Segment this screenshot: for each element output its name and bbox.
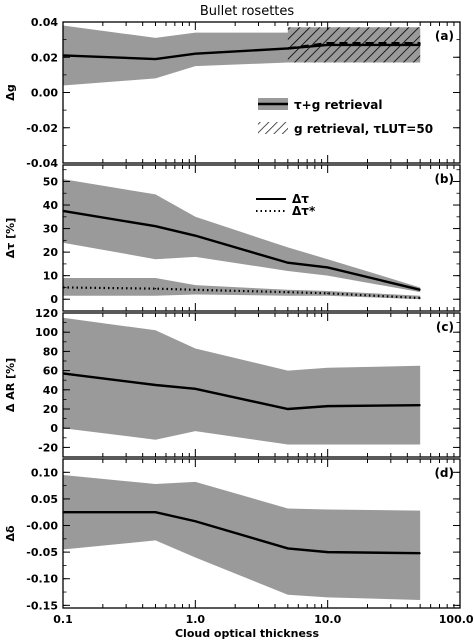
y-tick-label-2-0: 120 — [35, 307, 58, 320]
panel-label-1: (b) — [434, 172, 454, 186]
panel-frame-3 — [62, 458, 461, 609]
series-line-1-0 — [62, 209, 421, 291]
data-point-1-1-1 — [154, 288, 157, 290]
x-tick-label-2: 10.0 — [314, 613, 341, 626]
data-point-0-0-5 — [419, 44, 421, 46]
legend-label-1: g retrieval, τLUT=50 — [294, 122, 433, 136]
y-tick-label-0-2: 0.00 — [31, 87, 58, 100]
data-point-3-0-3 — [287, 547, 289, 550]
series-line-0-0 — [62, 43, 421, 61]
y-tick-label-1-3: 20 — [43, 246, 59, 259]
y-axis-label-3: Δδ — [4, 525, 17, 542]
y-tick-label-3-2: -0.00 — [26, 520, 58, 533]
data-point-0-1-1 — [327, 42, 329, 44]
y-tick-label-2-4: 40 — [43, 384, 59, 397]
y-tick-label-1-0: 50 — [43, 175, 59, 188]
y-tick-label-3-5: -0.15 — [26, 599, 58, 612]
x-tick-label-3: 100.00 — [439, 613, 474, 626]
data-point-3-0-1 — [154, 511, 157, 513]
data-point-1-1-3 — [287, 291, 289, 293]
x-tick-label-0: 0.1 — [53, 613, 73, 626]
data-point-0-1-2 — [419, 42, 421, 44]
panel-frame-1 — [62, 164, 461, 312]
y-tick-label-2-3: 60 — [43, 365, 59, 378]
data-point-2-0-5 — [419, 404, 421, 406]
legend-label-1: Δτ* — [292, 204, 316, 218]
y-tick-label-2-7: -20 — [38, 441, 58, 454]
legend-label-0: Δτ — [292, 192, 309, 206]
data-point-0-0-2 — [194, 53, 196, 55]
data-point-3-0-5 — [419, 552, 421, 554]
y-tick-label-1-5: 0 — [50, 293, 58, 306]
data-point-2-0-1 — [154, 384, 157, 386]
chart-title: Bullet rosettes — [200, 4, 295, 19]
y-tick-label-0-1: 0.02 — [31, 51, 58, 64]
series-line-2-0 — [62, 372, 421, 411]
data-point-1-1-2 — [194, 289, 196, 291]
data-point-1-1-5 — [419, 297, 421, 299]
panel-2: 120 100 80 60 40 20 0 -20 Δ AR [%] (c) — [4, 307, 461, 458]
series-line-1-1 — [62, 286, 421, 300]
y-tick-label-2-2: 80 — [43, 345, 59, 358]
data-point-1-1-4 — [327, 292, 329, 294]
band-3-0 — [63, 474, 421, 601]
band-1-0 — [63, 179, 421, 293]
data-point-1-0-4 — [327, 266, 329, 269]
y-axis-label-0: Δg — [4, 84, 17, 100]
legend-label-0: τ+g retrieval — [294, 98, 382, 112]
data-point-1-0-1 — [154, 225, 157, 227]
series-line-3-0 — [63, 511, 421, 555]
panel-label-0: (a) — [435, 29, 454, 43]
data-point-1-0-5 — [419, 289, 421, 291]
panel-0: 0.04 0.02 0.00 -0.02 -0.04 Δg (a) τ+g retrieval… — [4, 16, 461, 170]
y-axis-label-1: Δτ [%] — [4, 218, 17, 258]
y-tick-label-0-3: -0.02 — [26, 122, 58, 135]
panel-frame-2 — [62, 312, 461, 458]
y-tick-label-2-1: 100 — [35, 326, 58, 339]
data-point-3-0-2 — [194, 520, 196, 522]
data-point-2-0-2 — [194, 388, 196, 390]
x-axis-label: Cloud optical thickness — [175, 627, 319, 640]
data-point-2-0-3 — [287, 408, 289, 410]
y-tick-label-1-4: 10 — [43, 270, 59, 283]
y-tick-label-2-5: 20 — [43, 403, 59, 416]
y-tick-label-0-4: -0.04 — [26, 157, 58, 170]
data-point-1-0-3 — [287, 262, 289, 264]
panel-3: 0.10 0.05 -0.00 -0.05 -0.10 -0.15 Δδ (d) — [4, 458, 461, 612]
y-tick-label-3-3: -0.05 — [26, 546, 58, 559]
y-tick-label-3-0: 0.10 — [31, 466, 58, 479]
panel-label-2: (c) — [436, 320, 454, 334]
band-1-1 — [63, 278, 421, 300]
band-2-0 — [63, 317, 421, 445]
data-point-3-0-4 — [327, 551, 329, 553]
y-tick-label-3-1: 0.05 — [31, 493, 58, 506]
x-tick-label-1: 1.0 — [186, 613, 206, 626]
y-tick-label-3-4: -0.10 — [26, 573, 58, 586]
data-point-0-0-4 — [327, 44, 329, 46]
data-point-0-0-1 — [154, 58, 157, 60]
data-point-0-1-0 — [287, 47, 289, 50]
y-tick-label-2-6: 0 — [50, 422, 58, 435]
panel-label-3: (d) — [434, 466, 454, 480]
y-tick-label-0-0: 0.04 — [31, 16, 58, 29]
legend-swatch-hatch — [258, 122, 288, 134]
y-tick-label-1-1: 40 — [43, 199, 59, 212]
y-axis-label-2: Δ AR [%] — [4, 358, 17, 412]
data-point-2-0-4 — [327, 405, 329, 407]
y-tick-label-1-2: 30 — [43, 223, 59, 236]
data-point-1-0-2 — [194, 235, 196, 237]
panels-group: 0.04 0.02 0.00 -0.02 -0.04 Δg (a) τ+g retrieval… — [4, 16, 474, 626]
